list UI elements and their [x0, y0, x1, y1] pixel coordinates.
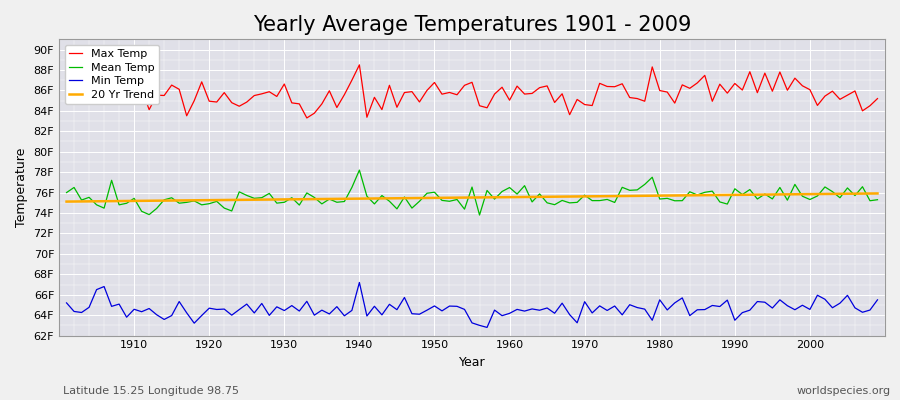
Min Temp: [609, 304, 620, 308]
20 Yr Trend: [331, 196, 342, 201]
Max Temp: [302, 116, 312, 120]
Mean Temp: [474, 213, 485, 218]
Mean Temp: [512, 192, 523, 196]
Text: worldspecies.org: worldspecies.org: [796, 386, 891, 396]
Min Temp: [331, 304, 342, 309]
Min Temp: [512, 307, 523, 312]
X-axis label: Year: Year: [459, 356, 485, 369]
Mean Temp: [609, 200, 620, 205]
20 Yr Trend: [286, 197, 297, 202]
Line: Max Temp: Max Temp: [67, 65, 878, 118]
Legend: Max Temp, Mean Temp, Min Temp, 20 Yr Trend: Max Temp, Mean Temp, Min Temp, 20 Yr Tre…: [65, 45, 159, 104]
20 Yr Trend: [61, 199, 72, 204]
Mean Temp: [519, 183, 530, 188]
Line: Min Temp: Min Temp: [67, 282, 878, 328]
Title: Yearly Average Temperatures 1901 - 2009: Yearly Average Temperatures 1901 - 2009: [253, 15, 691, 35]
Max Temp: [872, 96, 883, 101]
Text: Latitude 15.25 Longitude 98.75: Latitude 15.25 Longitude 98.75: [63, 386, 239, 396]
Max Temp: [61, 85, 72, 90]
Mean Temp: [286, 195, 297, 200]
Min Temp: [519, 309, 530, 314]
20 Yr Trend: [122, 198, 132, 203]
Max Temp: [519, 92, 530, 96]
20 Yr Trend: [594, 194, 605, 199]
Mean Temp: [872, 197, 883, 202]
Mean Temp: [354, 168, 364, 172]
Mean Temp: [122, 201, 132, 206]
Max Temp: [286, 100, 297, 105]
20 Yr Trend: [504, 195, 515, 200]
Mean Temp: [61, 190, 72, 195]
20 Yr Trend: [497, 195, 508, 200]
Max Temp: [609, 84, 620, 89]
20 Yr Trend: [872, 191, 883, 196]
Min Temp: [286, 303, 297, 308]
Y-axis label: Temperature: Temperature: [15, 148, 28, 227]
Line: Mean Temp: Mean Temp: [67, 170, 878, 215]
Max Temp: [339, 92, 350, 97]
Max Temp: [122, 88, 132, 93]
Max Temp: [354, 62, 364, 67]
Min Temp: [61, 300, 72, 305]
Min Temp: [354, 280, 364, 285]
Line: 20 Yr Trend: 20 Yr Trend: [67, 194, 878, 202]
Min Temp: [122, 315, 132, 320]
Min Temp: [482, 325, 492, 330]
Min Temp: [872, 298, 883, 302]
Mean Temp: [331, 200, 342, 205]
Max Temp: [512, 84, 523, 88]
